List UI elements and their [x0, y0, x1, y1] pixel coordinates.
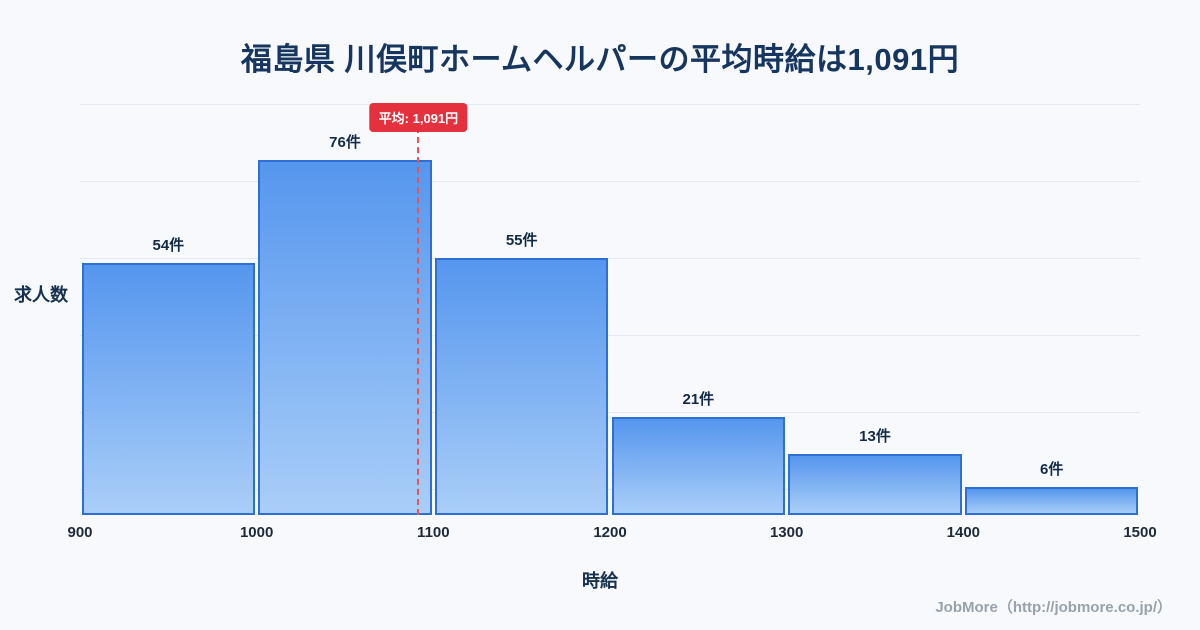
average-badge: 平均: 1,091円: [369, 103, 468, 132]
x-tick-label: 1300: [769, 524, 804, 541]
histogram-bar: [964, 487, 1139, 515]
bar-count-label: 13件: [859, 428, 891, 445]
bar-count-label: 54件: [152, 237, 185, 254]
x-tick-label: 1200: [593, 524, 627, 541]
plot-area: 54件 76件 55件 21件 13件 6件 900 1000 1100 1200 1300 1400…: [67, 100, 1157, 541]
x-tick-label: 900: [67, 524, 93, 541]
gridline: [80, 181, 1140, 182]
credit-text: JobMore（http://jobmore.co.jp/）: [935, 599, 1172, 616]
x-tick-label: 1400: [946, 524, 981, 541]
gridline: [80, 489, 1140, 490]
histogram-bar: [434, 258, 609, 515]
histogram-bar: [81, 263, 256, 515]
bar-count-label: 76件: [329, 134, 361, 151]
chart-title: 福島県 川俣町ホームヘルパーの平均時給は1,091円: [240, 42, 960, 77]
bar-count-label: 21件: [682, 391, 715, 408]
average-line: [417, 127, 420, 515]
gridline: [80, 335, 1140, 336]
x-tick-label: 1100: [417, 524, 450, 541]
x-tick-label: 1000: [239, 524, 274, 541]
x-tick-label: 1500: [1123, 524, 1157, 541]
histogram-bar: [611, 417, 786, 515]
gridline: [80, 258, 1140, 259]
gridline: [80, 412, 1140, 413]
bar-count-label: 6件: [1039, 461, 1064, 478]
gridline: [80, 104, 1140, 105]
x-axis-label: 時給: [582, 571, 618, 591]
bar-count-label: 55件: [505, 232, 538, 249]
histogram-bar: [258, 160, 432, 515]
histogram-bar: [788, 454, 962, 515]
y-axis-label: 求人数: [14, 285, 68, 305]
